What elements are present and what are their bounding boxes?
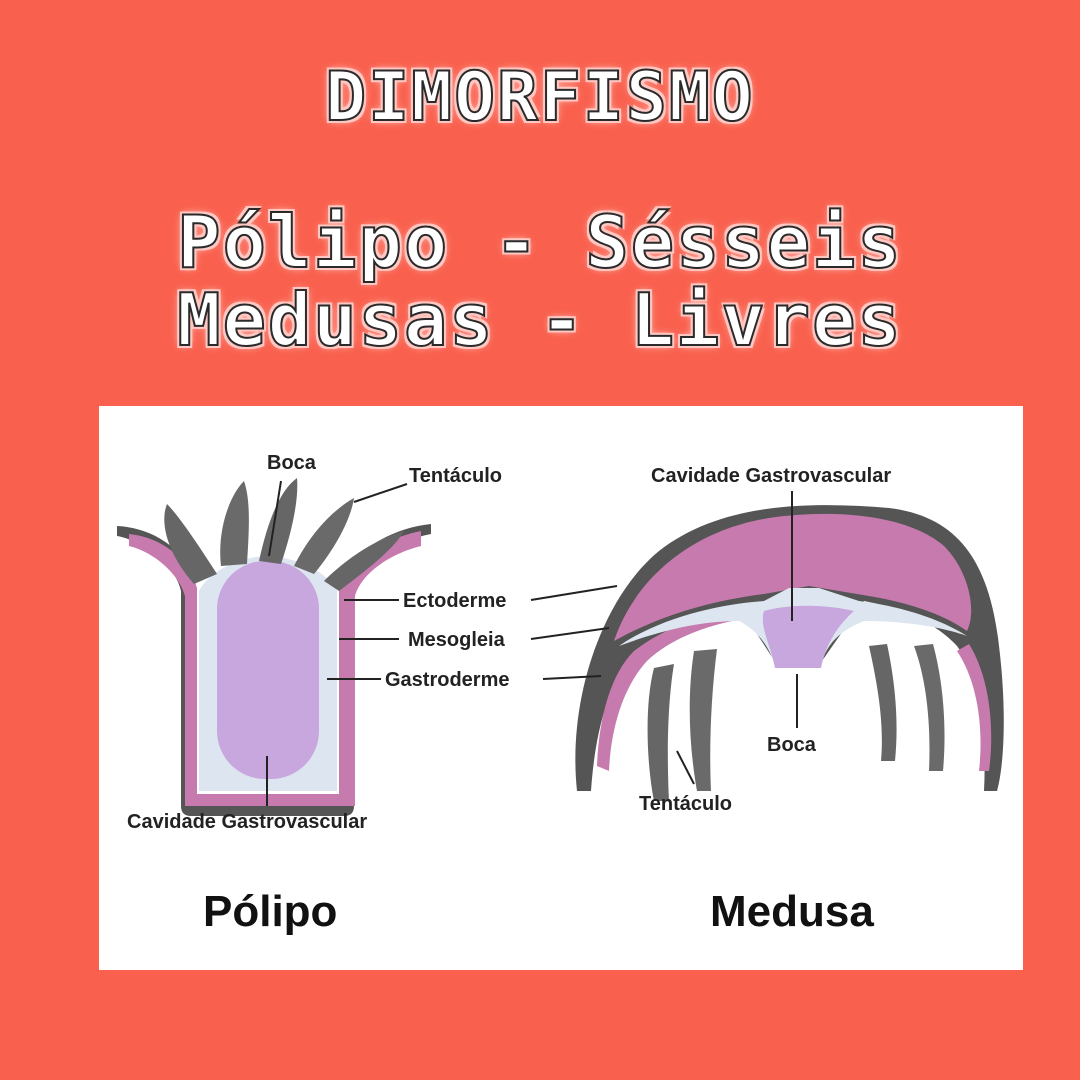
polyp-label-tentaculo: Tentáculo <box>409 465 502 487</box>
medusa-tentacle <box>689 649 717 791</box>
polyp-tentacle <box>164 504 217 584</box>
polyp-tentacle <box>294 498 354 574</box>
polyp-tentacle <box>259 478 298 564</box>
medusa-label-cavidade: Cavidade Gastrovascular <box>651 465 891 487</box>
medusa-mesoglea-right <box>957 644 992 771</box>
leader-line <box>530 585 618 601</box>
leader-line <box>268 480 282 557</box>
leader-line <box>353 483 408 503</box>
medusa-label-boca: Boca <box>767 734 817 756</box>
medusa-tentacle <box>647 664 674 801</box>
medusa-tentacle <box>914 644 945 771</box>
polyp-tentacle <box>324 531 404 591</box>
polyp-label-boca: Boca <box>267 452 317 474</box>
page-title: DIMORFISMO <box>324 57 755 138</box>
diagram-panel: Boca Tentáculo Ectoderme Mesogleia Gastr… <box>99 406 1023 970</box>
medusa-label-tentaculo: Tentáculo <box>639 793 732 815</box>
polyp-cavity <box>217 561 319 779</box>
polyp-label-mesogleia: Mesogleia <box>408 629 506 651</box>
polyp-label-gastroderme: Gastroderme <box>385 669 510 691</box>
medusa-mesoglea-lower <box>597 611 749 771</box>
medusa-tentacle <box>869 644 897 761</box>
medusa-name: Medusa <box>710 887 874 936</box>
medusa-cavity <box>762 605 854 668</box>
polyp-tentacle <box>220 481 249 566</box>
subtitle-polyp: Pólipo - Sésseis <box>176 199 903 285</box>
dimorphism-diagram: Boca Tentáculo Ectoderme Mesogleia Gastr… <box>117 452 1004 936</box>
polyp-name: Pólipo <box>203 887 337 936</box>
subtitle-medusa: Medusas - Livres <box>176 277 903 363</box>
leader-line <box>676 750 695 785</box>
leader-line <box>542 675 602 680</box>
leader-line <box>530 627 610 640</box>
polyp-label-cavidade: Cavidade Gastrovascular <box>127 811 367 833</box>
medusa-figure <box>575 505 1004 801</box>
polyp-label-ectoderme: Ectoderme <box>403 590 506 612</box>
